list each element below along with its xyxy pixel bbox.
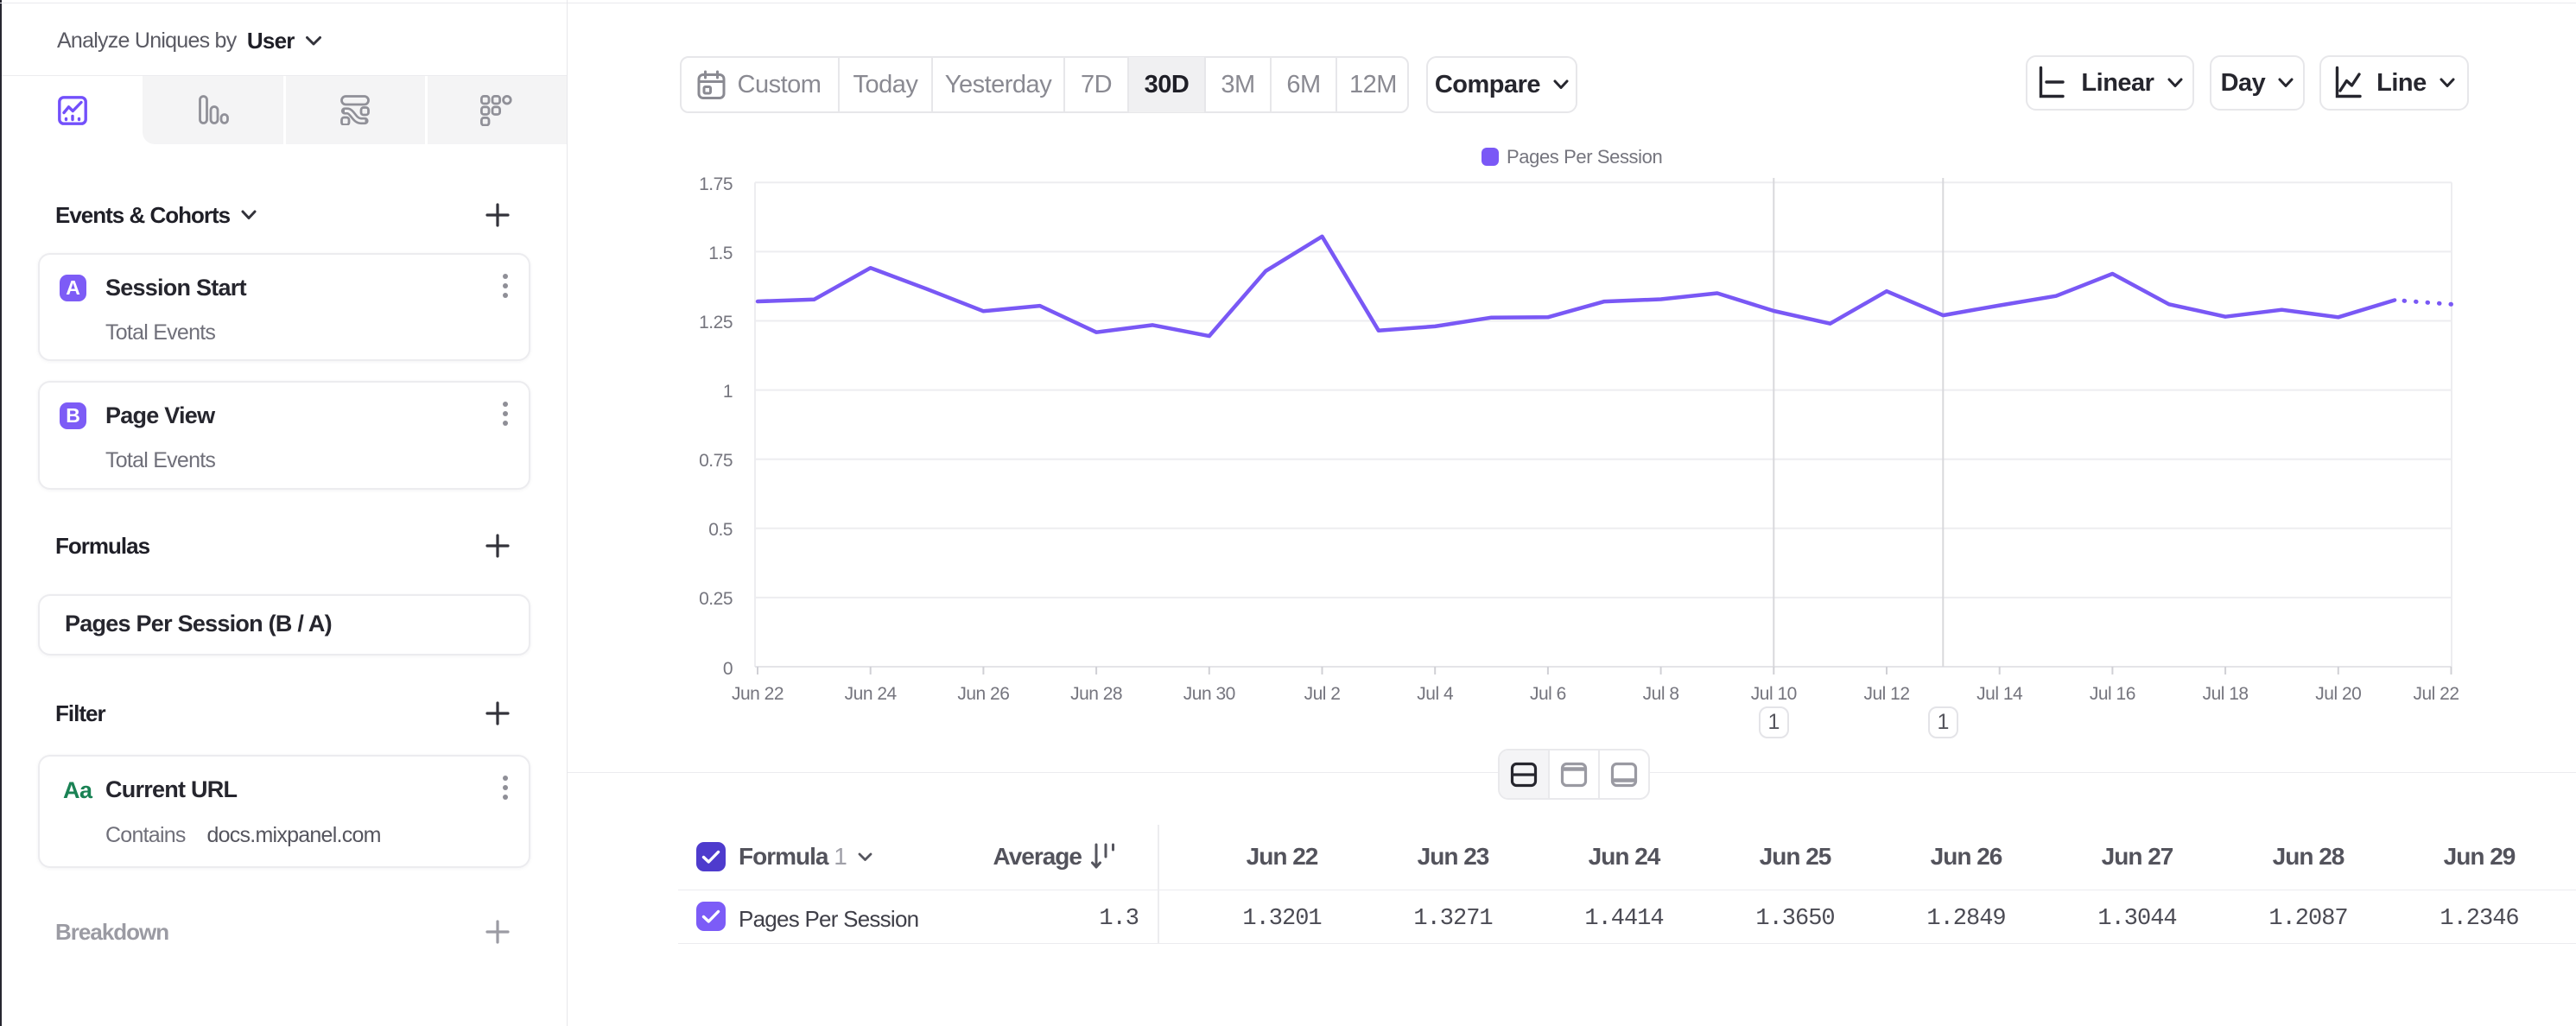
svg-text:Jul 16: Jul 16 bbox=[2090, 684, 2135, 704]
svg-text:0.5: 0.5 bbox=[708, 520, 733, 540]
svg-text:1.5: 1.5 bbox=[708, 244, 733, 263]
svg-text:Jun 24: Jun 24 bbox=[845, 684, 898, 704]
svg-text:1.25: 1.25 bbox=[699, 313, 733, 332]
svg-text:Jul 2: Jul 2 bbox=[1304, 684, 1341, 704]
svg-text:Jul 12: Jul 12 bbox=[1863, 684, 1909, 704]
svg-text:Jun 28: Jun 28 bbox=[1070, 684, 1122, 704]
svg-text:Jul 10: Jul 10 bbox=[1751, 684, 1797, 704]
svg-text:Jul 8: Jul 8 bbox=[1643, 684, 1679, 704]
svg-text:Jun 22: Jun 22 bbox=[732, 684, 784, 704]
svg-text:0.25: 0.25 bbox=[699, 589, 733, 609]
svg-text:Jul 22: Jul 22 bbox=[2413, 684, 2459, 704]
svg-text:Jun 30: Jun 30 bbox=[1183, 684, 1235, 704]
svg-text:Jul 14: Jul 14 bbox=[1976, 684, 2023, 704]
svg-text:1.75: 1.75 bbox=[699, 174, 733, 194]
svg-text:1: 1 bbox=[723, 382, 733, 402]
svg-text:Jul 6: Jul 6 bbox=[1530, 684, 1566, 704]
svg-text:Jul 4: Jul 4 bbox=[1417, 684, 1454, 704]
svg-text:0.75: 0.75 bbox=[699, 451, 733, 471]
svg-text:Jun 26: Jun 26 bbox=[957, 684, 1009, 704]
svg-text:0: 0 bbox=[723, 659, 733, 679]
svg-text:Jul 18: Jul 18 bbox=[2203, 684, 2249, 704]
svg-text:Jul 20: Jul 20 bbox=[2315, 684, 2361, 704]
